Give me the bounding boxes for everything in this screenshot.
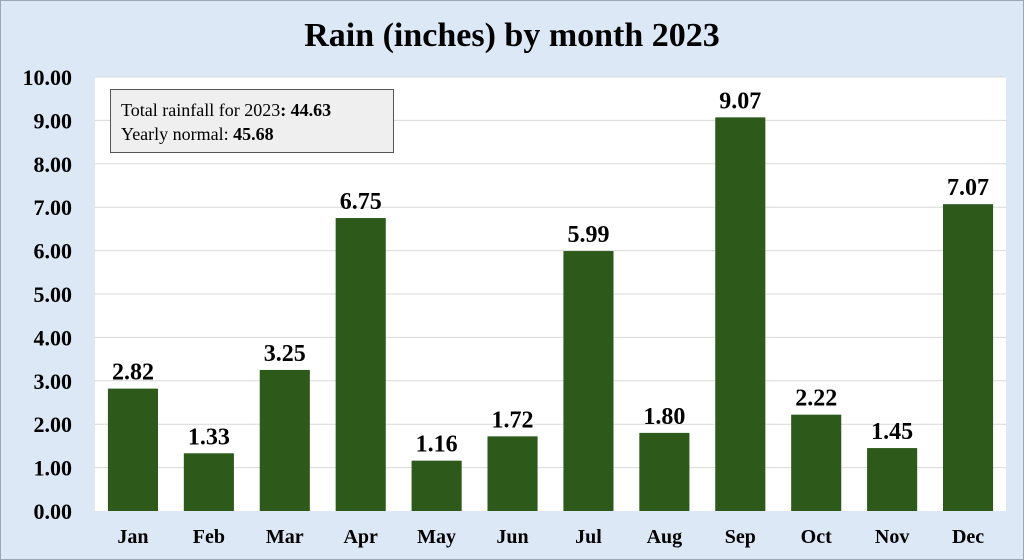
yearly-normal-line: Yearly normal: 45.68 xyxy=(121,122,383,146)
y-tick-label: 0.00 xyxy=(34,499,73,524)
bar xyxy=(487,436,538,511)
x-tick-label: Dec xyxy=(952,526,984,548)
y-tick-label: 7.00 xyxy=(34,195,73,220)
y-tick-label: 4.00 xyxy=(34,325,73,350)
x-tick-label: Sep xyxy=(725,526,756,548)
y-tick-label: 3.00 xyxy=(34,369,73,394)
total-rainfall-line: Total rainfall for 2023: 44.63 xyxy=(121,98,383,122)
x-tick-label: Aug xyxy=(647,526,683,548)
bar-value-label: 3.25 xyxy=(264,341,306,367)
bar xyxy=(942,204,994,512)
y-tick-label: 6.00 xyxy=(34,239,73,264)
bar-value-label: 1.16 xyxy=(416,432,458,458)
bar xyxy=(715,117,766,511)
x-axis-ticks: Jan Feb Mar Apr May Jun Jul Aug Sep Oct Nov Dec xyxy=(117,526,984,548)
bar-value-label: 1.33 xyxy=(188,424,230,450)
y-tick-label: 9.00 xyxy=(34,108,73,133)
x-tick-label: Apr xyxy=(343,526,378,548)
y-tick-label: 1.00 xyxy=(34,456,73,481)
rainfall-summary-box: Total rainfall for 2023: 44.63 Yearly no… xyxy=(110,89,394,153)
bar-value-label: 2.22 xyxy=(795,386,837,412)
chart-title: Rain (inches) by month 2023 xyxy=(304,17,720,54)
bar xyxy=(107,388,159,511)
x-tick-label: Feb xyxy=(193,526,225,548)
bar-value-label: 2.82 xyxy=(112,360,154,386)
bar-value-label: 6.75 xyxy=(340,189,382,215)
x-tick-label: Jun xyxy=(496,526,528,548)
yearly-normal-value: 45.68 xyxy=(233,124,274,144)
bar-value-label: 1.72 xyxy=(492,407,534,433)
bar xyxy=(411,460,462,511)
bar xyxy=(563,251,614,511)
x-tick-label: Jul xyxy=(575,526,602,548)
yearly-normal-label: Yearly normal: xyxy=(121,124,234,144)
y-tick-label: 10.00 xyxy=(23,65,73,90)
total-rainfall-label: Total rainfall for 2023 xyxy=(121,100,281,120)
bar xyxy=(867,448,918,511)
bar xyxy=(791,414,842,511)
gridlines xyxy=(95,76,1006,469)
x-tick-label: Nov xyxy=(875,526,909,548)
bar-value-label: 5.99 xyxy=(567,222,609,248)
x-tick-label: Mar xyxy=(266,526,304,548)
bar xyxy=(183,453,234,511)
y-tick-label: 8.00 xyxy=(34,152,73,177)
x-tick-label: May xyxy=(417,526,456,548)
y-tick-label: 2.00 xyxy=(34,412,73,437)
bar xyxy=(335,218,386,512)
bar-value-label: 9.07 xyxy=(719,88,761,114)
bar-value-label: 7.07 xyxy=(947,175,989,201)
y-tick-label: 5.00 xyxy=(34,282,73,307)
value-labels: 2.82 1.33 3.25 6.75 1.16 1.72 5.99 1.80 9.07 2.22… xyxy=(112,88,989,457)
y-axis-ticks: 0.00 1.00 2.00 3.00 4.00 5.00 6.00 7.00 8.00 9.00… xyxy=(23,65,73,524)
x-tick-label: Jan xyxy=(117,526,148,548)
bars xyxy=(107,117,994,512)
bar xyxy=(639,432,690,511)
bar-value-label: 1.45 xyxy=(871,419,913,445)
bar xyxy=(259,369,310,511)
bar-value-label: 1.80 xyxy=(643,404,685,430)
total-rainfall-value: : 44.63 xyxy=(280,100,332,120)
x-tick-label: Oct xyxy=(801,526,832,548)
